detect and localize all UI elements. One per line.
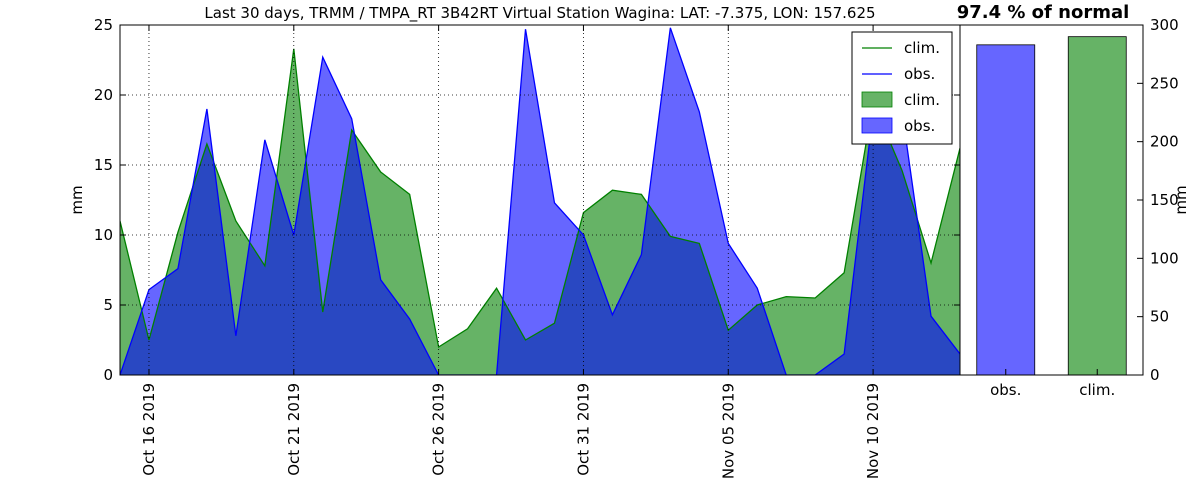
percent-of-normal-label: 97.4 % of normal bbox=[957, 2, 1130, 23]
total-bar-clim bbox=[1067, 36, 1127, 376]
y-tick-label: 15 bbox=[94, 156, 113, 174]
y-tick-label: 5 bbox=[103, 296, 113, 314]
bar-y-tick-label: 150 bbox=[1150, 191, 1179, 209]
y-tick-label: 20 bbox=[94, 86, 113, 104]
chart-legend: clim. obs. clim. obs. bbox=[851, 31, 953, 145]
bar-y-tick-label: 50 bbox=[1150, 308, 1169, 326]
y-tick-label: 25 bbox=[94, 16, 113, 34]
legend-label: obs. bbox=[904, 117, 935, 135]
clim-line bbox=[120, 48, 960, 349]
bar-y-tick-label: 200 bbox=[1150, 133, 1179, 151]
bar-x-tick-label: clim. bbox=[1079, 381, 1115, 399]
legend-obs-patch-swatch bbox=[861, 117, 893, 134]
legend-clim-patch-swatch bbox=[861, 91, 893, 108]
total-comparison-bar-plot: obs. clim. 0 50 100 150 200 250 300 mm bbox=[959, 16, 1190, 399]
legend-label: clim. bbox=[904, 39, 940, 57]
x-tick-label: Oct 21 2019 bbox=[285, 383, 303, 476]
bar-y-axis-label: mm bbox=[1172, 185, 1190, 214]
main-time-series-plot: 0 5 10 15 20 25 Oct 16 2019 Oct 21 2019 Oct 26 2… bbox=[68, 16, 961, 479]
legend-label: obs. bbox=[904, 65, 935, 83]
x-tick-label: Oct 26 2019 bbox=[430, 383, 448, 476]
plot-content bbox=[120, 27, 960, 375]
bar-y-tick-label: 250 bbox=[1150, 74, 1179, 92]
bar-y-tick-label: 0 bbox=[1150, 366, 1160, 384]
obs-line bbox=[120, 27, 960, 375]
chart-title: Last 30 days, TRMM / TMPA_RT 3B42RT Virt… bbox=[204, 4, 875, 23]
x-tick-label: Nov 10 2019 bbox=[864, 383, 882, 479]
y-tick-label: 0 bbox=[103, 366, 113, 384]
total-bar-obs bbox=[976, 44, 1036, 376]
x-tick-label: Oct 31 2019 bbox=[574, 383, 592, 476]
obs-area bbox=[120, 27, 960, 375]
bar-x-tick-label: obs. bbox=[990, 381, 1021, 399]
bar-y-tick-label: 300 bbox=[1150, 16, 1179, 34]
bar-y-tick-label: 100 bbox=[1150, 249, 1179, 267]
x-tick-label: Oct 16 2019 bbox=[140, 383, 158, 476]
y-tick-label: 10 bbox=[94, 226, 113, 244]
y-axis-label: mm bbox=[68, 185, 86, 214]
x-tick-label: Nov 05 2019 bbox=[719, 383, 737, 479]
legend-label: clim. bbox=[904, 91, 940, 109]
